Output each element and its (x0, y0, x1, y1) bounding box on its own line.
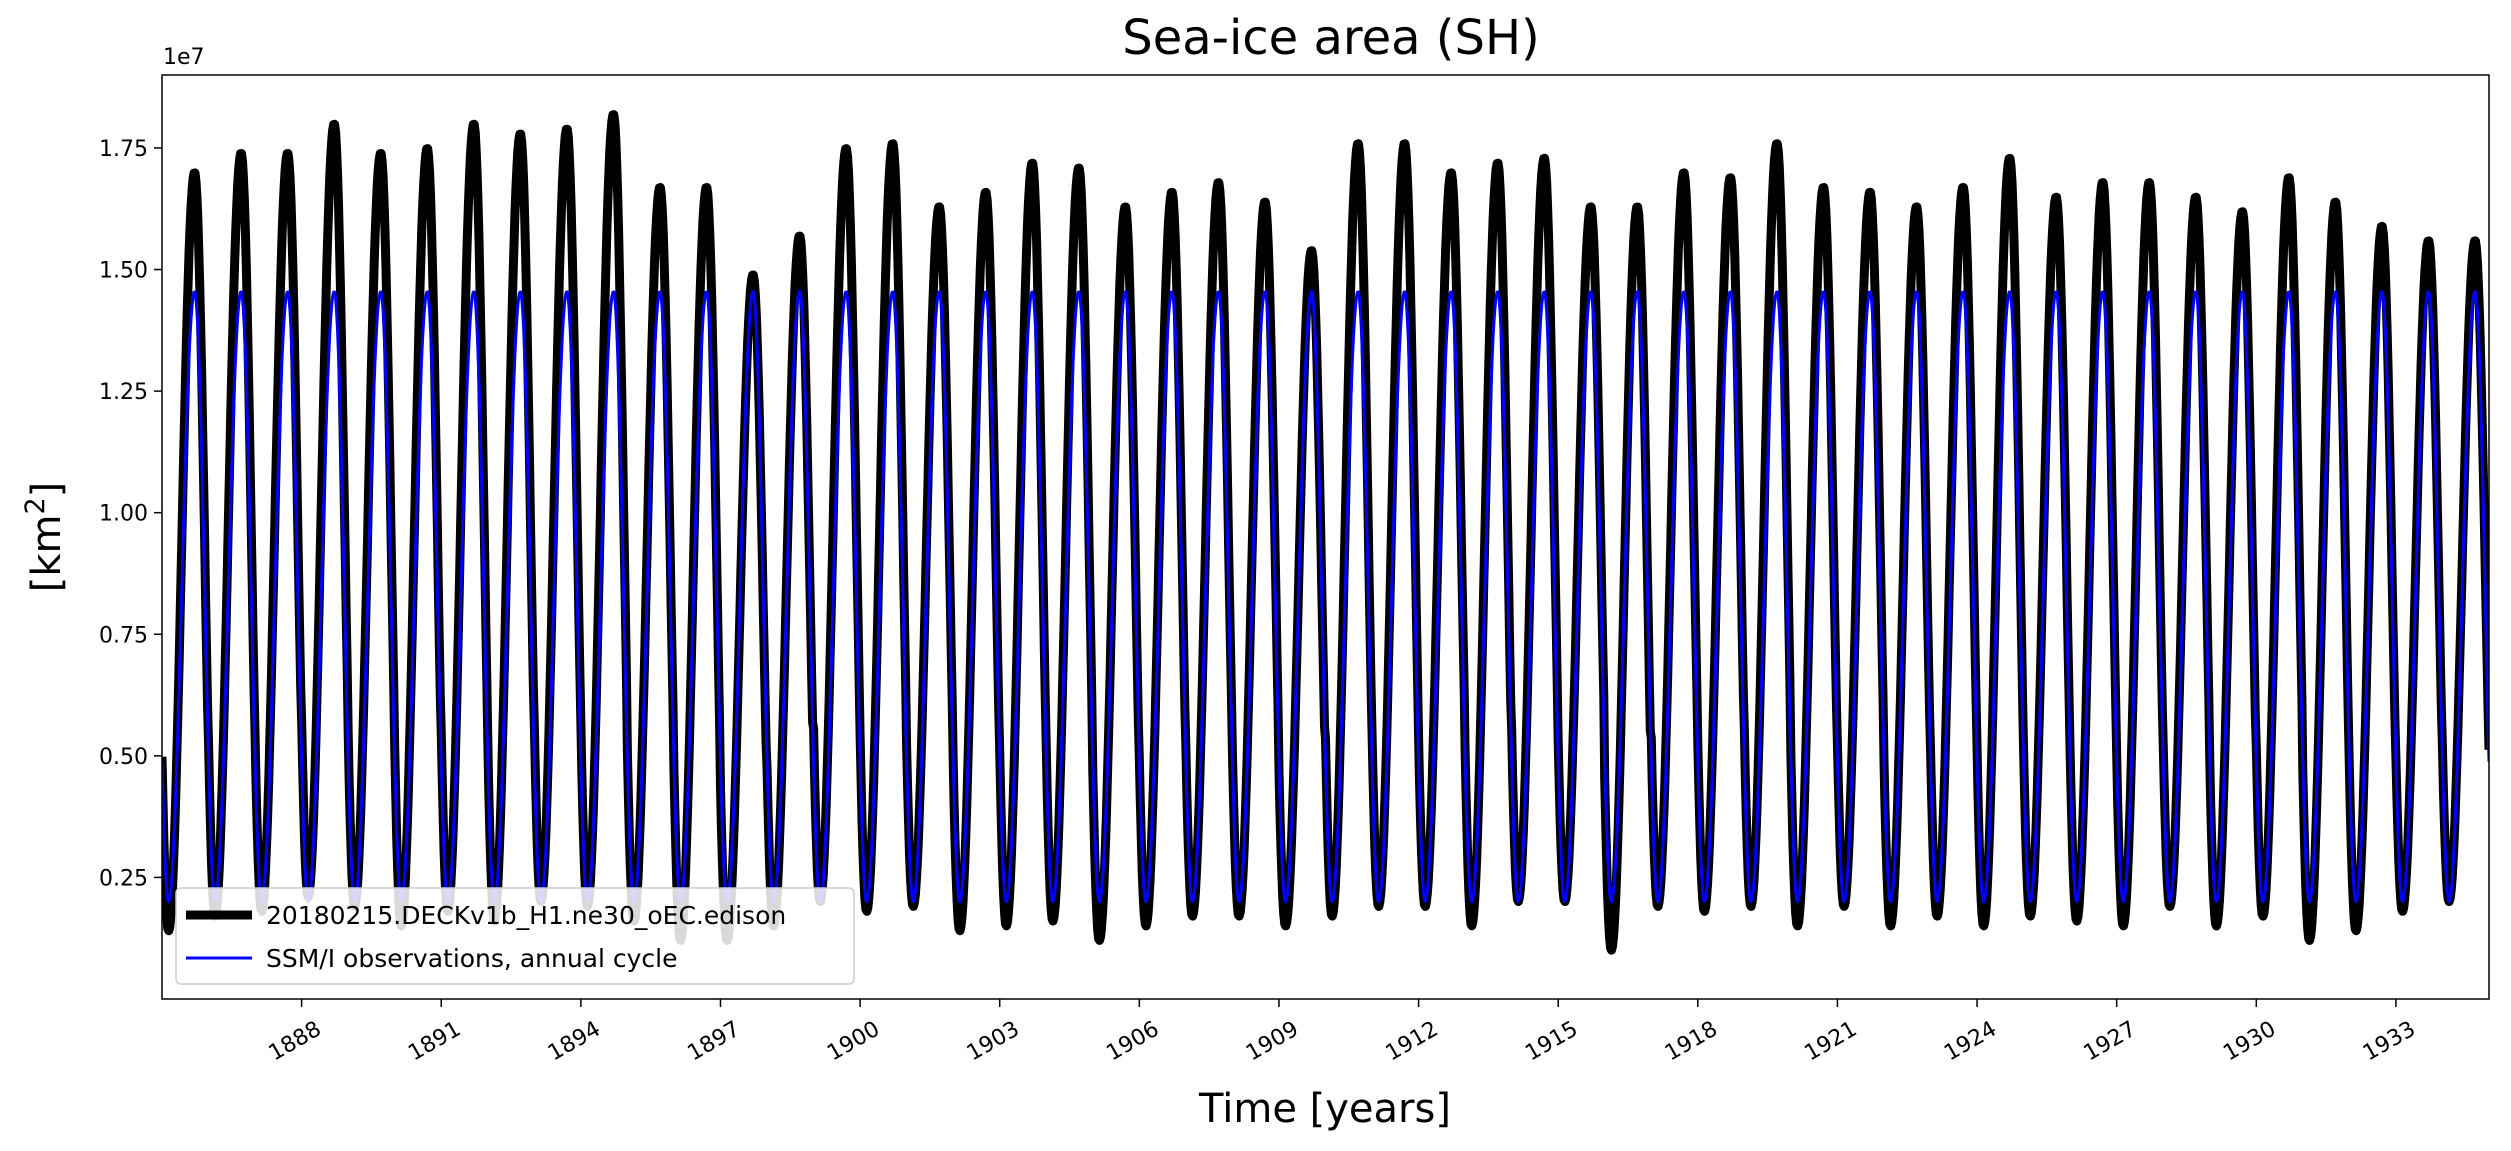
plot-frame (161, 74, 2490, 1000)
series-line-observations (162, 290, 2489, 904)
legend: 20180215.DECKv1b_H1.ne30_oEC.edison SSM/… (175, 887, 855, 985)
y-axis-title: [km2] (20, 482, 70, 593)
y-axis-title-superscript: 2 (20, 497, 51, 514)
chart-title: Sea-ice area (SH) (1122, 10, 1540, 66)
legend-label-observations: SSM/I observations, annual cycle (266, 944, 678, 973)
y-axis-title-close: ] (24, 482, 70, 498)
y-tick-label: 1.25 (99, 380, 148, 405)
y-tick-label: 1.75 (99, 137, 148, 162)
y-offset-label: 1e7 (163, 45, 205, 70)
legend-label-model: 20180215.DECKv1b_H1.ne30_oEC.edison (266, 901, 786, 930)
y-tick-label: 0.50 (99, 745, 148, 770)
y-axis: 0.25 0.50 0.75 1.00 1.25 1.50 1.75 (99, 137, 162, 891)
y-tick-label: 1.50 (99, 259, 148, 284)
y-tick-label: 1.00 (99, 502, 148, 527)
x-axis-title: Time [years] (1198, 1086, 1451, 1132)
legend-frame (175, 887, 855, 985)
svg-text:[km2]: [km2] (20, 482, 70, 593)
y-tick-label: 0.75 (99, 623, 148, 648)
y-axis-title-main: [km (24, 515, 70, 593)
y-tick-label: 0.25 (99, 866, 148, 891)
